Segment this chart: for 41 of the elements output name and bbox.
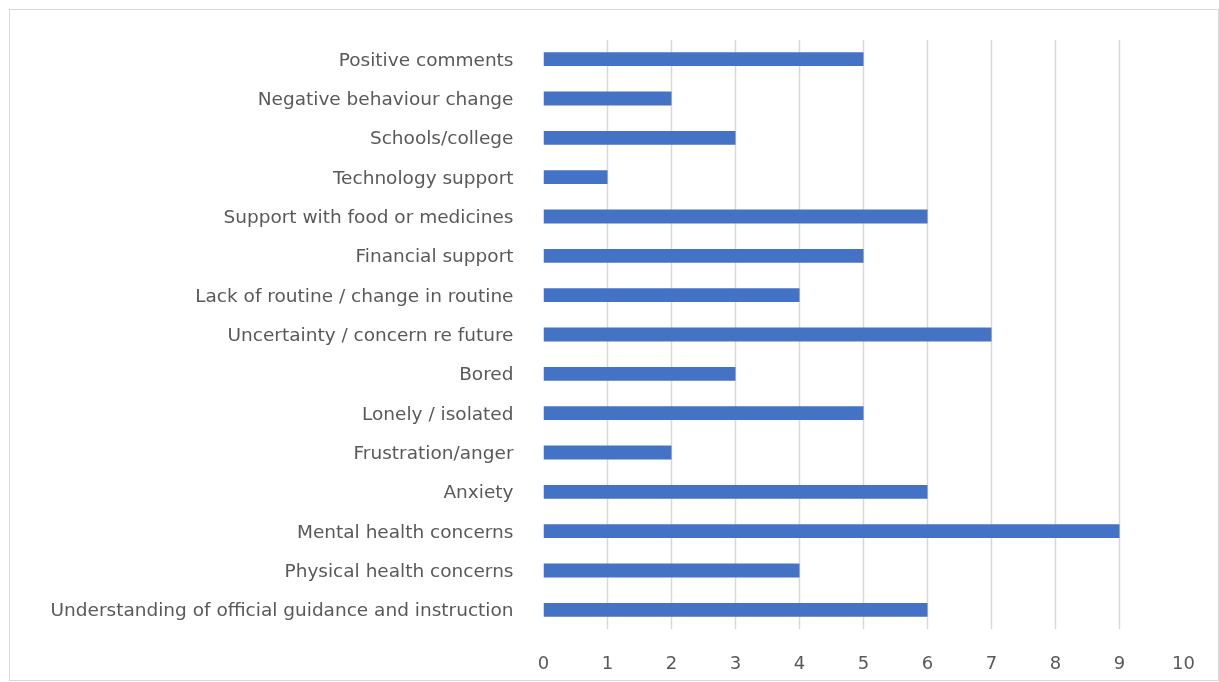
y-tick-label: Bored — [459, 363, 514, 385]
x-tick-label: 9 — [1113, 651, 1126, 673]
bar — [543, 288, 800, 303]
bar — [543, 602, 928, 617]
bar — [543, 445, 672, 460]
bar — [543, 209, 928, 224]
y-tick-label: Negative behaviour change — [257, 88, 514, 109]
y-tick-label: Lonely / isolated — [362, 402, 514, 424]
bar — [543, 130, 736, 145]
bar — [543, 91, 672, 106]
x-tick-label: 3 — [729, 651, 742, 673]
y-tick-label: Frustration/anger — [353, 442, 514, 463]
y-tick-label: Support with food or medicines — [223, 206, 514, 227]
x-tick-label: 8 — [1049, 651, 1062, 673]
x-tick-label: 1 — [601, 651, 614, 673]
x-tick-label: 7 — [985, 651, 998, 673]
x-tick-label: 4 — [793, 651, 806, 673]
y-tick-label: Lack of routine / change in routine — [195, 284, 514, 306]
bar — [543, 406, 864, 421]
y-tick-label: Financial support — [355, 245, 514, 267]
y-tick-label: Physical health concerns — [284, 560, 514, 581]
bar — [543, 52, 864, 67]
x-tick-label: 2 — [665, 651, 678, 673]
y-tick-label: Anxiety — [443, 481, 514, 503]
bar — [543, 484, 928, 499]
y-tick-label: Schools/college — [369, 127, 514, 149]
bar — [543, 170, 608, 185]
x-tick-label: 6 — [921, 651, 934, 673]
y-tick-label: Positive comments — [338, 48, 514, 70]
y-tick-label: Uncertainty / concern re future — [227, 324, 514, 345]
bar — [543, 524, 1120, 539]
y-tick-label: Technology support — [331, 166, 514, 188]
x-tick-label: 0 — [537, 651, 550, 673]
bar — [543, 366, 736, 381]
y-tick-label: Understanding of official guidance and instruction — [50, 599, 514, 621]
x-tick-label: 5 — [857, 651, 870, 673]
y-tick-label: Mental health concerns — [296, 520, 514, 542]
x-tick-label: 10 — [1172, 651, 1195, 673]
bar — [543, 327, 992, 342]
bar — [543, 248, 864, 263]
bar — [543, 563, 800, 578]
